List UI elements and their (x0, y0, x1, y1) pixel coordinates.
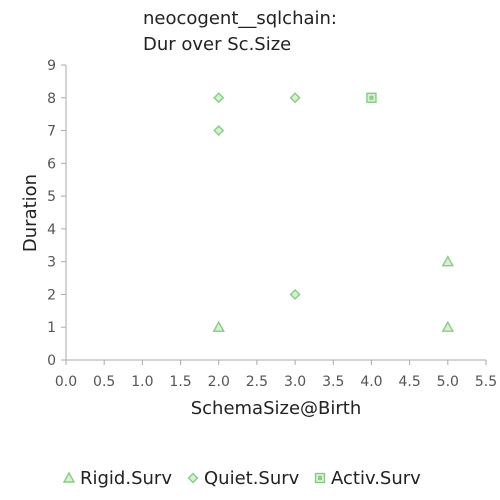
x-tick-label: 1.5 (169, 374, 191, 390)
data-point-diamond (289, 288, 301, 300)
x-tick-label: 3.5 (322, 374, 344, 390)
y-tick-label: 6 (47, 156, 56, 172)
y-tick-label: 3 (47, 255, 56, 271)
data-point-square-inner (369, 95, 374, 100)
x-tick-label: 4.0 (360, 374, 382, 390)
legend-label: Quiet.Surv (204, 468, 300, 489)
data-point-triangle (441, 320, 455, 332)
legend-label: Rigid.Surv (80, 468, 172, 489)
x-tick-label: 5.0 (437, 374, 459, 390)
legend-square-icon-inner (318, 476, 322, 480)
data-point-diamond (213, 92, 225, 104)
y-tick-label: 0 (47, 353, 56, 369)
x-tick-label: 2.5 (246, 374, 268, 390)
data-point-triangle (212, 320, 225, 332)
x-tick-label: 3.0 (284, 374, 306, 390)
legend-item: Rigid.Surv (62, 468, 172, 489)
axes (65, 65, 486, 361)
data-point-diamond (213, 125, 225, 137)
y-tick-label: 8 (47, 91, 56, 107)
legend: Rigid.Surv Quiet.Surv Activ.Surv (62, 468, 421, 489)
y-axis-ticks: 0 1 2 3 4 5 6 7 8 9 (47, 58, 66, 369)
x-tick-label: 5.5 (475, 374, 497, 390)
x-tick-label: 0.0 (55, 374, 77, 390)
x-axis-title: SchemaSize@Birth (191, 398, 362, 419)
chart-title-line-2: Dur over Sc.Size (143, 34, 291, 55)
x-tick-label: 4.5 (399, 374, 421, 390)
y-tick-label: 9 (47, 58, 56, 74)
legend-diamond-icon (187, 472, 199, 484)
legend-item: Activ.Surv (314, 468, 421, 489)
chart-title: neocogent__sqlchain: Dur over Sc.Size (143, 8, 337, 55)
legend-triangle-icon (62, 471, 76, 483)
legend-label: Activ.Surv (331, 468, 421, 489)
chart-title-line-1: neocogent__sqlchain: (143, 8, 337, 29)
y-tick-label: 7 (47, 124, 56, 140)
data-point-square (366, 92, 377, 103)
y-tick-label: 4 (47, 222, 56, 238)
x-tick-label: 2.0 (208, 374, 230, 390)
legend-item: Quiet.Surv (187, 468, 300, 489)
data-points (212, 92, 455, 332)
y-tick-label: 2 (47, 287, 56, 303)
x-tick-label: 0.5 (93, 374, 115, 390)
y-tick-label: 5 (47, 189, 56, 205)
y-axis-title: Duration (20, 174, 41, 252)
legend-square-icon (314, 472, 326, 484)
y-tick-label: 1 (47, 320, 56, 336)
x-axis-ticks: 0.0 0.5 1.0 1.5 2.0 2.5 3.0 3.5 4.0 4.5 5.0 5.5 (55, 360, 497, 390)
data-point-diamond (289, 92, 301, 104)
data-point-triangle (441, 255, 455, 267)
x-tick-label: 1.0 (131, 374, 153, 390)
